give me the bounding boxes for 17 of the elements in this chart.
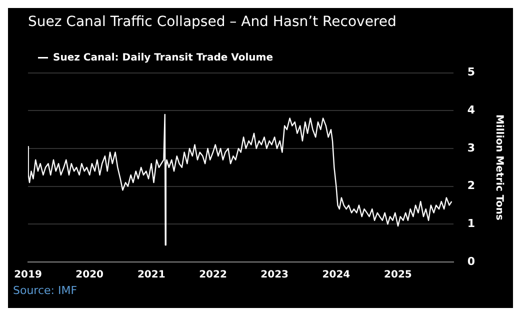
source-note: Source: IMF [12, 284, 78, 297]
x-tick-label: 2021 [137, 270, 166, 281]
y-tick-label: 2 [467, 179, 475, 192]
x-tick-label: 2024 [322, 270, 350, 281]
y-tick-label: 0 [467, 254, 476, 268]
y-axis-title: Million Metric Tons [493, 114, 504, 220]
x-tick-label: 2025 [384, 270, 412, 281]
x-tick-label: 2019 [14, 270, 42, 281]
x-tick-label: 2023 [260, 270, 289, 281]
x-tick-label: 2020 [76, 270, 104, 281]
x-tick-label: 2022 [199, 270, 227, 281]
y-tick-label: 3 [467, 141, 475, 154]
y-tick-label: 1 [467, 217, 475, 230]
y-tick-label: 5 [467, 66, 475, 79]
legend-label: Suez Canal: Daily Transit Trade Volume [53, 52, 274, 64]
chart-title: Suez Canal Traffic Collapsed – And Hasn’t Recovered [28, 14, 396, 30]
y-tick-label: 4 [467, 104, 476, 116]
